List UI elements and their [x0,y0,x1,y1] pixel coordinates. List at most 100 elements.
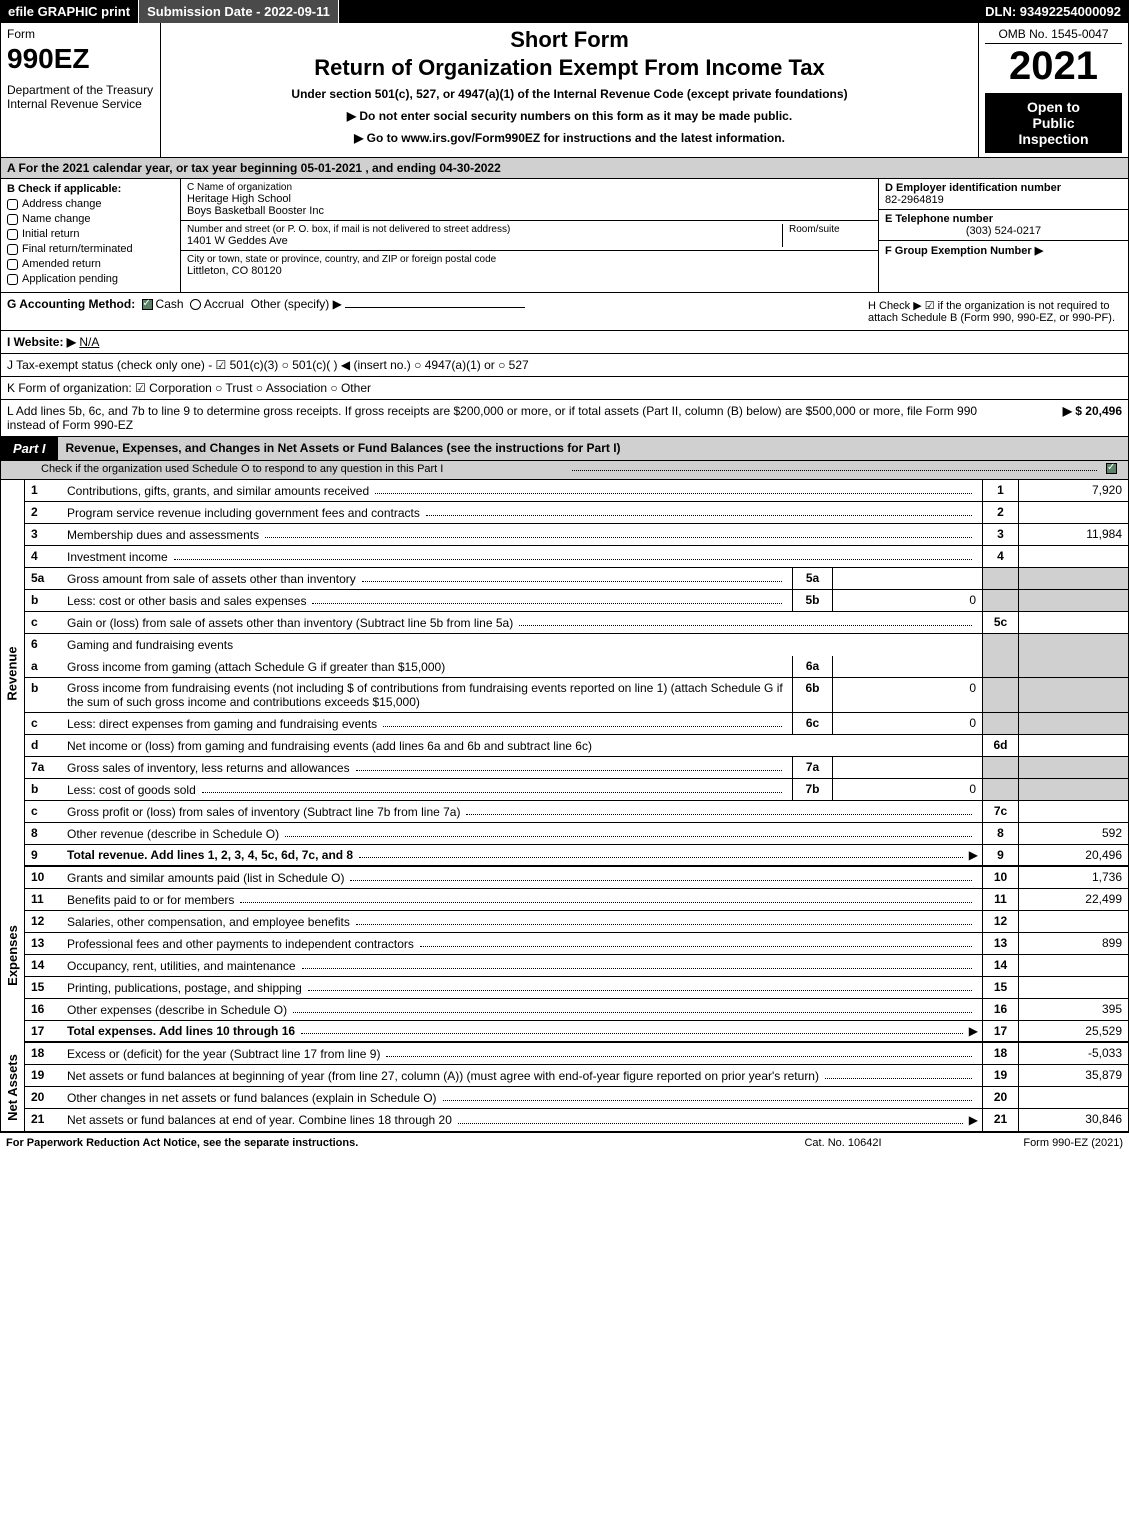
c-city-row: City or town, state or province, country… [181,251,878,280]
amt-16: 395 [1018,999,1128,1020]
chk-address-change[interactable]: Address change [7,198,174,210]
side-label-revenue: Revenue [1,480,25,867]
row-l: L Add lines 5b, 6c, and 7b to line 9 to … [0,400,1129,437]
chk-amended-return[interactable]: Amended return [7,258,174,270]
row-k-text: K Form of organization: ☑ Corporation ○ … [7,381,371,395]
dln: DLN: 93492254000092 [977,0,1129,23]
part-i-header: Part I Revenue, Expenses, and Changes in… [0,437,1129,461]
return-title: Return of Organization Exempt From Incom… [167,55,972,81]
line-1: 1 Contributions, gifts, grants, and simi… [25,480,1128,502]
part-i-sub-text: Check if the organization used Schedule … [41,463,566,475]
chk-accrual[interactable] [190,299,201,310]
amt-20 [1018,1087,1128,1108]
org-name-1: Heritage High School [187,193,324,205]
line-14: 14 Occupancy, rent, utilities, and maint… [25,955,1128,977]
line-20: 20 Other changes in net assets or fund b… [25,1087,1128,1109]
footer-mid: Cat. No. 10642I [743,1137,943,1149]
f-label: F Group Exemption Number ▶ [885,244,1122,257]
line-17: 17 Total expenses. Add lines 10 through … [25,1021,1128,1043]
side-label-net-assets: Net Assets [1,1043,25,1131]
line-3: 3 Membership dues and assessments 3 11,9… [25,524,1128,546]
column-b: B Check if applicable: Address change Na… [1,179,181,292]
chk-application-pending[interactable]: Application pending [7,273,174,285]
irs-label: Internal Revenue Service [7,97,154,111]
line-18: 18 Excess or (deficit) for the year (Sub… [25,1043,1128,1065]
open-line1: Open to [989,99,1118,115]
amt-17: 25,529 [1018,1021,1128,1041]
chk-final-return[interactable]: Final return/terminated [7,243,174,255]
column-c: C Name of organization Heritage High Sch… [181,179,878,292]
org-name-2: Boys Basketball Booster Inc [187,205,324,217]
row-g-h: G Accounting Method: Cash Accrual Other … [0,293,1129,331]
column-def: D Employer identification number 82-2964… [878,179,1128,292]
e-label: E Telephone number [885,213,1122,225]
part-i-title: Revenue, Expenses, and Changes in Net As… [58,437,1128,460]
line-5a: 5a Gross amount from sale of assets othe… [25,568,1128,590]
amt-19: 35,879 [1018,1065,1128,1086]
chk-cash[interactable] [142,299,153,310]
col-b-title: B Check if applicable: [7,183,174,195]
row-l-text: L Add lines 5b, 6c, and 7b to line 9 to … [7,404,1002,432]
submission-date: Submission Date - 2022-09-11 [139,0,339,23]
room-suite: Room/suite [782,224,872,247]
phone-value: (303) 524-0217 [885,225,1122,237]
line-5c: c Gain or (loss) from sale of assets oth… [25,612,1128,634]
row-j: J Tax-exempt status (check only one) - ☑… [0,354,1129,377]
d-label: D Employer identification number [885,182,1122,194]
amt-6d [1018,735,1128,756]
under-section: Under section 501(c), 527, or 4947(a)(1)… [167,87,972,101]
d-ein-row: D Employer identification number 82-2964… [879,179,1128,210]
arrow-icon: ▶ [969,848,978,862]
header-right: OMB No. 1545-0047 2021 Open to Public In… [978,23,1128,157]
line-21: 21 Net assets or fund balances at end of… [25,1109,1128,1131]
row-l-amount: ▶ $ 20,496 [1002,404,1122,432]
arrow-icon: ▶ [969,1113,978,1127]
line-7b: b Less: cost of goods sold 7b 0 [25,779,1128,801]
row-a-calendar-year: A For the 2021 calendar year, or tax yea… [0,158,1129,179]
c-city-label: City or town, state or province, country… [187,254,496,265]
g-label: G Accounting Method: [7,297,135,311]
row-j-text: J Tax-exempt status (check only one) - ☑… [7,358,529,372]
part-i-sub: Check if the organization used Schedule … [0,461,1129,480]
line-10: 10 Grants and similar amounts paid (list… [25,867,1128,889]
row-i: I Website: ▶ N/A [0,331,1129,354]
side-label-expenses: Expenses [1,867,25,1043]
line-12: 12 Salaries, other compensation, and emp… [25,911,1128,933]
chk-initial-return[interactable]: Initial return [7,228,174,240]
ein-value: 82-2964819 [885,194,1122,206]
g-other: Other (specify) ▶ [251,297,342,311]
goto-note: ▶ Go to www.irs.gov/Form990EZ for instru… [167,131,972,145]
footer-right: Form 990-EZ (2021) [943,1137,1123,1149]
net-assets-section: Net Assets 18 Excess or (deficit) for th… [0,1043,1129,1132]
form-label: Form [7,27,154,41]
chk-schedule-o[interactable] [1106,463,1117,474]
omb-number: OMB No. 1545-0047 [985,27,1122,44]
row-k: K Form of organization: ☑ Corporation ○ … [0,377,1129,400]
arrow-icon: ▶ [969,1024,978,1038]
amt-9: 20,496 [1018,845,1128,865]
amt-13: 899 [1018,933,1128,954]
part-i-tab: Part I [1,437,58,460]
chk-name-change[interactable]: Name change [7,213,174,225]
amt-18: -5,033 [1018,1043,1128,1064]
line-4: 4 Investment income 4 [25,546,1128,568]
line-19: 19 Net assets or fund balances at beginn… [25,1065,1128,1087]
line-6c: c Less: direct expenses from gaming and … [25,713,1128,735]
top-bar: efile GRAPHIC print Submission Date - 20… [0,0,1129,23]
line-8: 8 Other revenue (describe in Schedule O)… [25,823,1128,845]
org-city: Littleton, CO 80120 [187,265,496,277]
line-6b: b Gross income from fundraising events (… [25,678,1128,713]
line-6: 6 Gaming and fundraising events [25,634,1128,656]
room-label: Room/suite [789,224,872,235]
row-h: H Check ▶ ☑ if the organization is not r… [862,297,1122,326]
line-7c: c Gross profit or (loss) from sales of i… [25,801,1128,823]
c-name-label: C Name of organization [187,182,324,193]
line-11: 11 Benefits paid to or for members 11 22… [25,889,1128,911]
open-inspection-box: Open to Public Inspection [985,93,1122,153]
dept-treasury: Department of the Treasury [7,83,154,97]
i-label: I Website: ▶ [7,335,76,349]
amt-5c [1018,612,1128,633]
block-bcdef: B Check if applicable: Address change Na… [0,179,1129,293]
amt-12 [1018,911,1128,932]
line-6d: d Net income or (loss) from gaming and f… [25,735,1128,757]
